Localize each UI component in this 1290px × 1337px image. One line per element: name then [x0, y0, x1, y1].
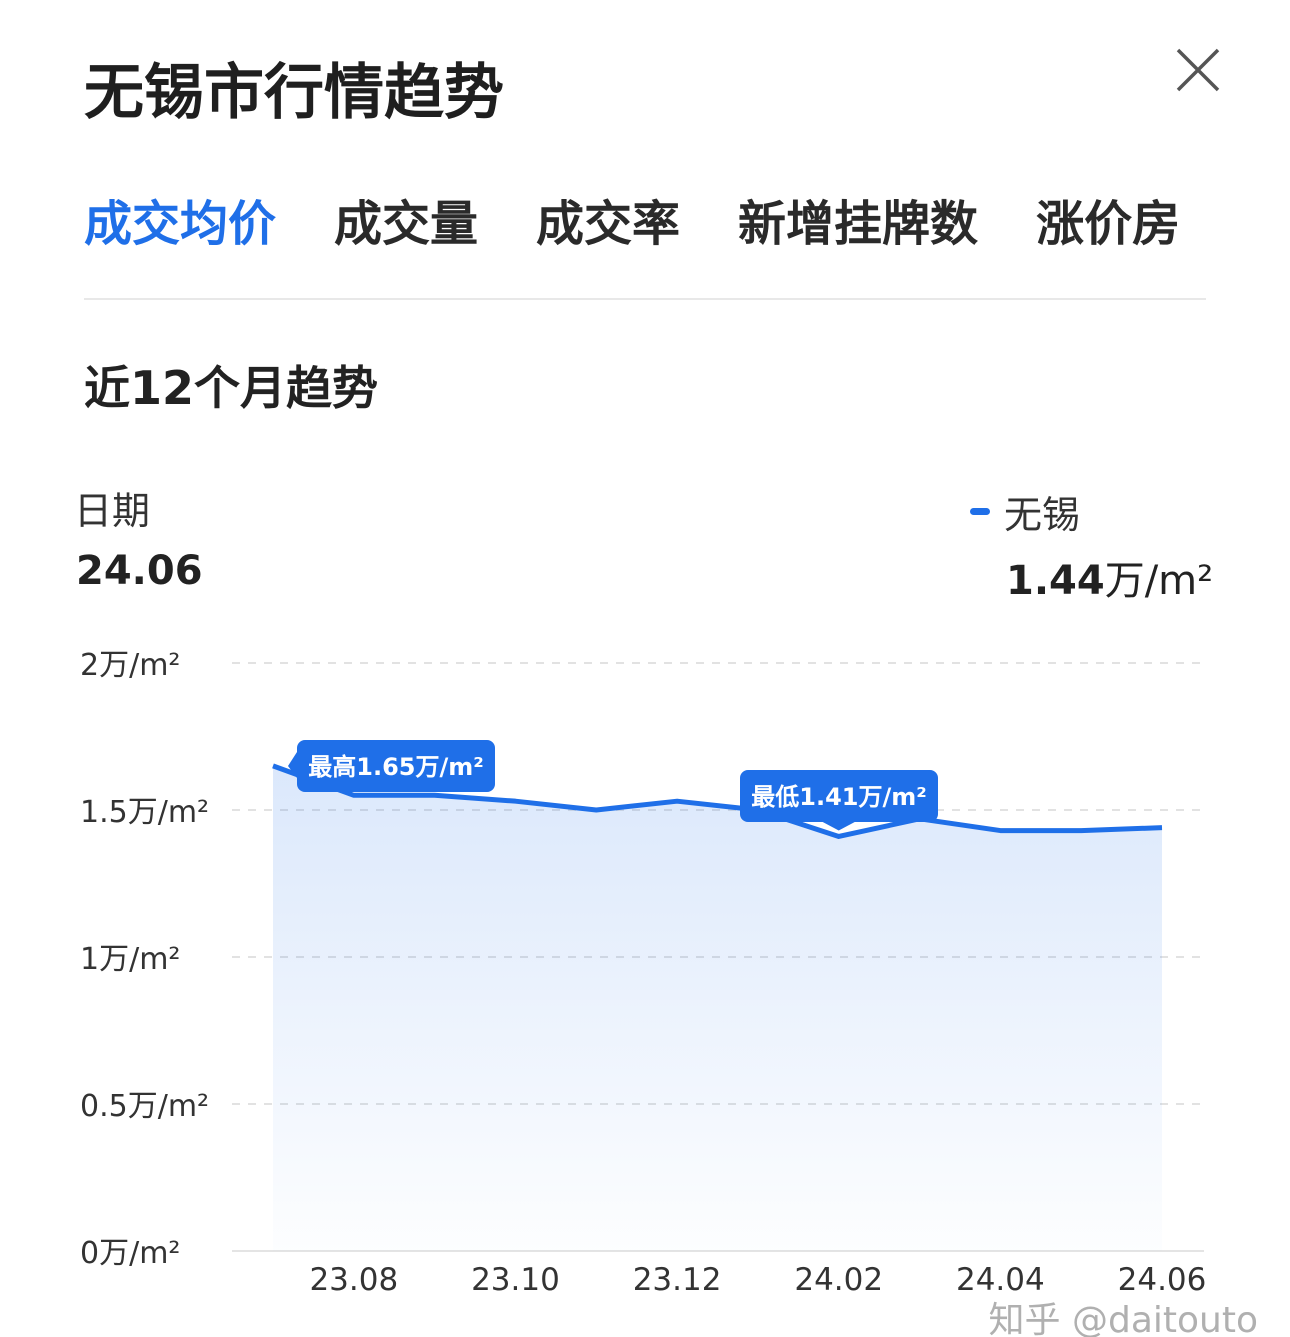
y-tick-label: 1万/m² [80, 942, 180, 977]
y-tick-label: 0.5万/m² [80, 1089, 209, 1124]
value-readout: 1.44万/m² [1006, 558, 1214, 604]
x-tick-label: 24.04 [956, 1262, 1045, 1298]
max-annotation-label: 最高1.65万/m² [308, 753, 484, 781]
max-annotation-pointer [288, 752, 297, 778]
watermark: 知乎 @daitouto [989, 1300, 1258, 1337]
date-label: 日期 [74, 489, 151, 533]
date-value: 24.06 [76, 548, 203, 594]
min-annotation-label: 最低1.41万/m² [751, 783, 927, 811]
y-tick-label: 0万/m² [80, 1236, 180, 1271]
legend-marker [970, 508, 990, 515]
section-title: 近12个月趋势 [84, 361, 379, 415]
close-icon[interactable] [1172, 44, 1224, 96]
min-annotation-box [740, 770, 938, 822]
x-tick-label: 23.08 [309, 1262, 398, 1298]
legend: 无锡 [970, 484, 1080, 539]
y-tick-label: 2万/m² [80, 648, 180, 683]
x-tick-label: 24.02 [794, 1262, 883, 1298]
page-title: 无锡市行情趋势 [84, 58, 504, 128]
tab-new-listings[interactable]: 新增挂牌数 [738, 196, 979, 252]
legend-label: 无锡 [1004, 493, 1081, 537]
x-tick-label: 23.12 [633, 1262, 722, 1298]
tab-rate[interactable]: 成交率 [536, 196, 681, 252]
max-annotation-box [297, 740, 495, 792]
tab-volume[interactable]: 成交量 [334, 196, 479, 252]
tab-bar: 成交均价 成交量 成交率 新增挂牌数 涨价房 [84, 184, 1180, 254]
tab-price-up[interactable]: 涨价房 [1036, 196, 1181, 252]
series-line [272, 763, 1163, 839]
min-annotation-pointer [822, 822, 855, 831]
x-tick-label: 24.06 [1118, 1262, 1207, 1298]
x-tick-label: 23.10 [471, 1262, 560, 1298]
y-tick-label: 1.5万/m² [80, 795, 209, 830]
divider [84, 298, 1206, 300]
area-fill [273, 765, 1162, 1251]
tab-avg-price[interactable]: 成交均价 [84, 196, 277, 252]
